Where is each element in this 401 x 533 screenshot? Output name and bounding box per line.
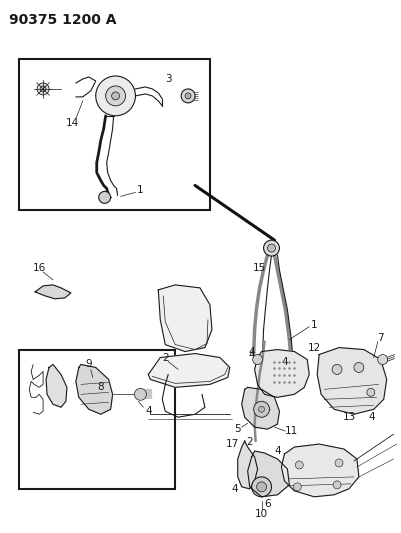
Bar [19, 59, 210, 211]
Text: 90375 1200 A: 90375 1200 A [9, 13, 117, 27]
Circle shape [134, 389, 146, 400]
Text: 14: 14 [66, 118, 79, 128]
Circle shape [332, 365, 342, 375]
Polygon shape [248, 451, 290, 497]
Polygon shape [255, 350, 309, 397]
Text: 6: 6 [264, 499, 271, 509]
Circle shape [267, 244, 275, 252]
Circle shape [253, 354, 263, 365]
Circle shape [296, 461, 303, 469]
Text: 4: 4 [369, 412, 375, 422]
Circle shape [252, 477, 271, 497]
Polygon shape [35, 285, 71, 299]
Text: 4: 4 [274, 446, 281, 456]
Text: 15: 15 [253, 263, 266, 273]
Circle shape [259, 406, 265, 412]
Circle shape [257, 482, 267, 492]
Circle shape [367, 389, 375, 397]
Circle shape [96, 76, 136, 116]
Polygon shape [282, 444, 359, 497]
Circle shape [335, 459, 343, 467]
Circle shape [99, 191, 111, 203]
Circle shape [263, 240, 279, 256]
Text: 4: 4 [231, 484, 238, 494]
Circle shape [181, 89, 195, 103]
Text: 1: 1 [137, 185, 144, 196]
Circle shape [294, 483, 301, 491]
Circle shape [333, 481, 341, 489]
Circle shape [40, 86, 46, 92]
Circle shape [37, 83, 49, 95]
Circle shape [105, 86, 126, 106]
Text: 5: 5 [235, 424, 241, 434]
Text: 17: 17 [226, 439, 239, 449]
Text: 2: 2 [246, 437, 253, 447]
Text: 12: 12 [308, 343, 321, 352]
Polygon shape [317, 348, 387, 414]
Circle shape [185, 93, 191, 99]
Text: 2: 2 [162, 352, 168, 362]
Circle shape [111, 92, 119, 100]
Text: 10: 10 [255, 508, 268, 519]
Text: 16: 16 [32, 263, 46, 273]
Text: 4: 4 [248, 346, 255, 357]
Circle shape [354, 362, 364, 373]
Polygon shape [46, 365, 67, 407]
Circle shape [253, 401, 269, 417]
Text: 9: 9 [85, 359, 92, 369]
Circle shape [378, 354, 388, 365]
Text: 4: 4 [248, 350, 255, 360]
Text: 7: 7 [377, 333, 384, 343]
Polygon shape [238, 441, 257, 489]
Text: 13: 13 [342, 412, 356, 422]
Bar [19, 350, 175, 489]
Text: 1: 1 [311, 320, 318, 330]
Polygon shape [158, 285, 212, 352]
Text: 11: 11 [285, 426, 298, 436]
Polygon shape [76, 365, 113, 414]
Polygon shape [148, 353, 230, 387]
Text: 4: 4 [145, 406, 152, 416]
Text: 3: 3 [165, 74, 172, 84]
Text: 4: 4 [281, 357, 288, 367]
Polygon shape [242, 387, 279, 429]
Text: 8: 8 [97, 382, 104, 392]
